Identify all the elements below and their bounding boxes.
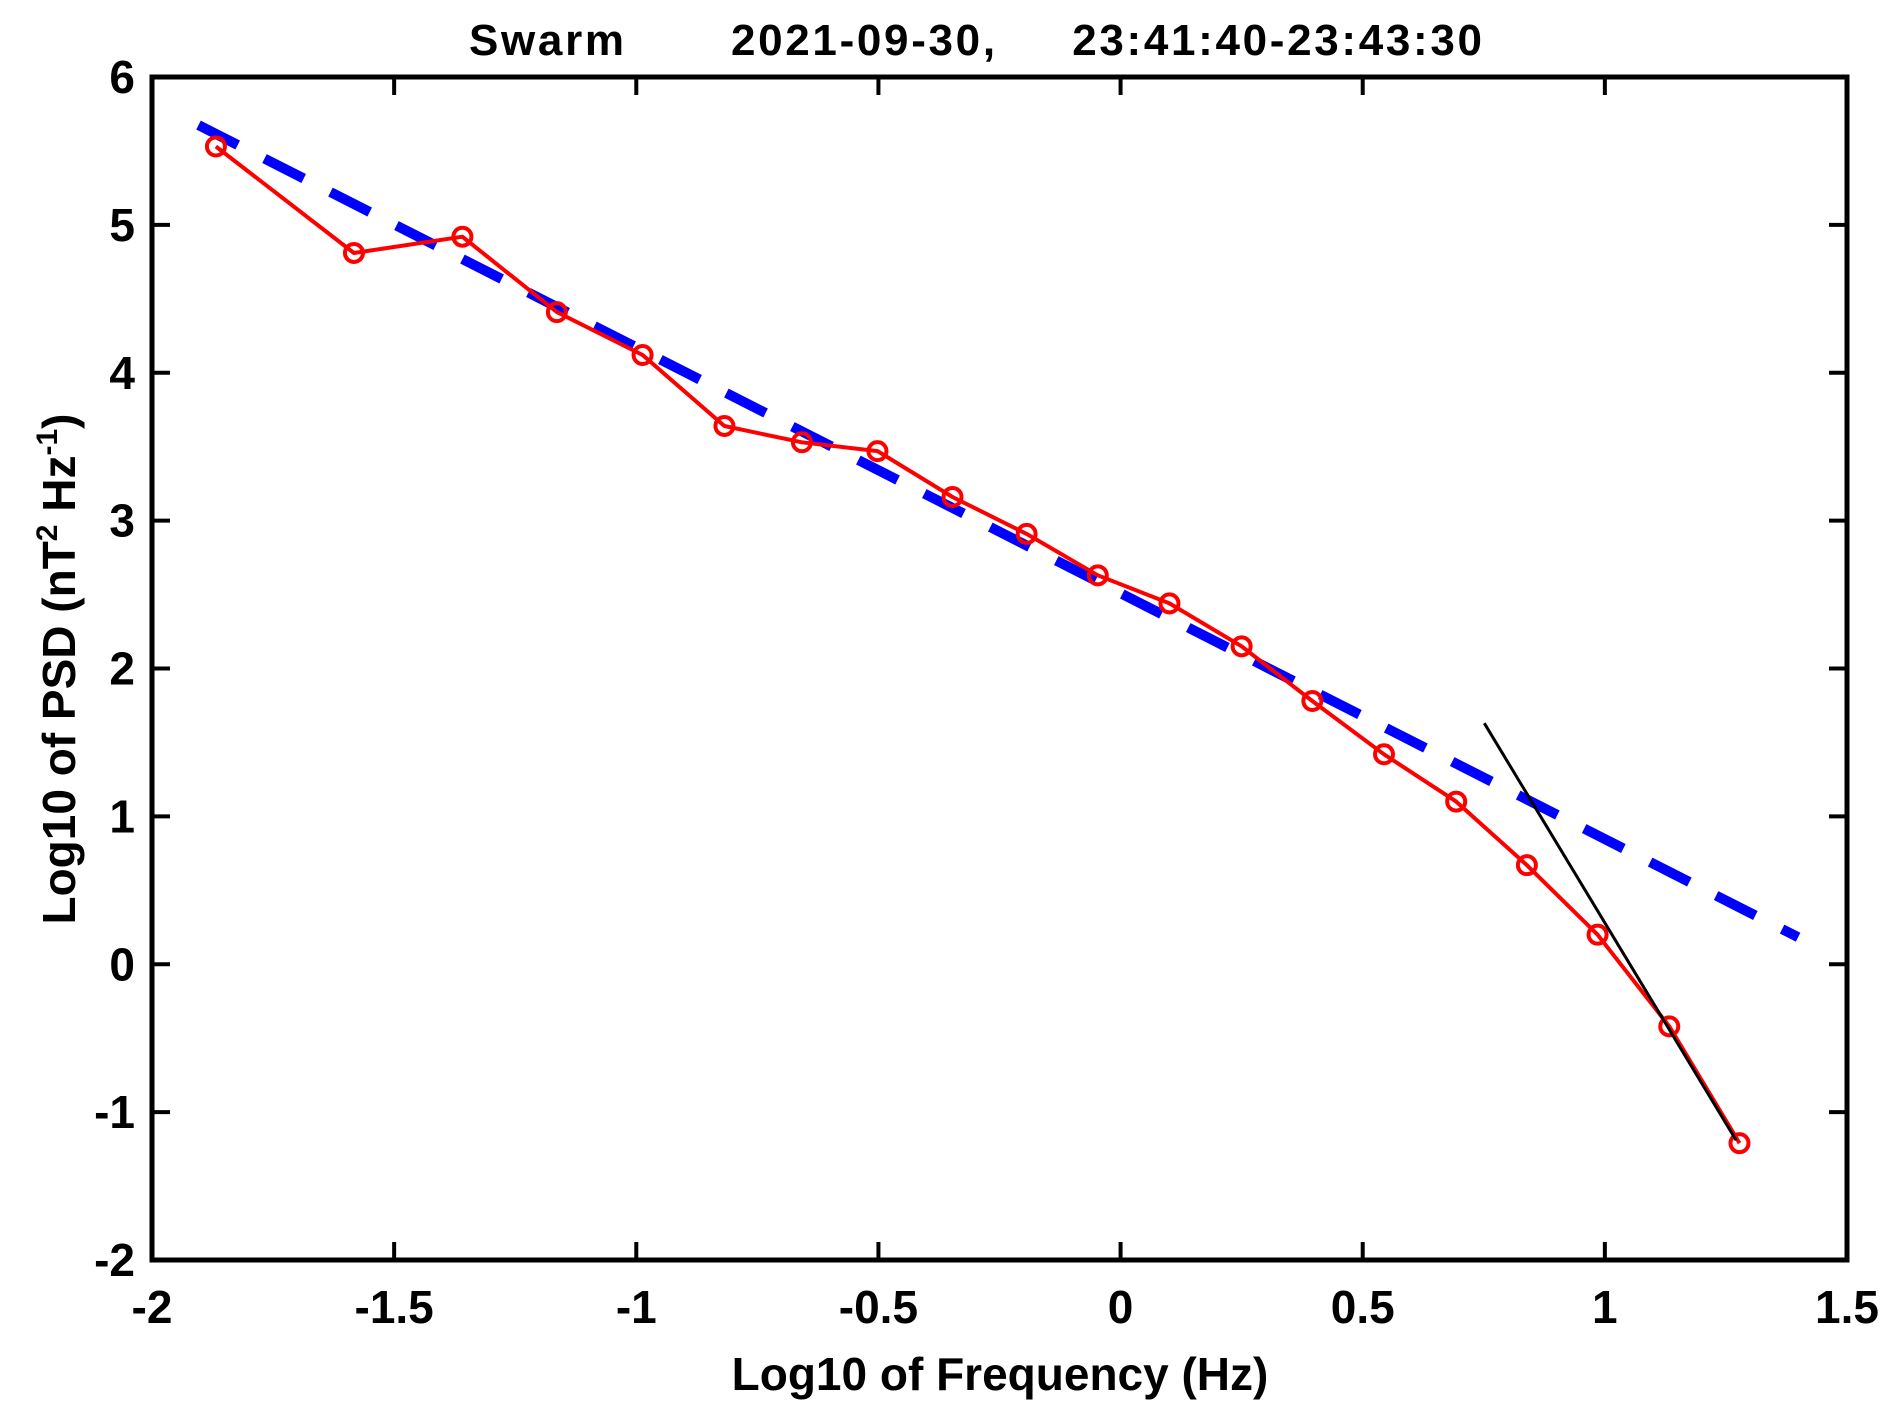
psd-data-point (941, 485, 964, 508)
psd-data-point (1445, 790, 1468, 813)
x-tick-labels: -2 -1.5 -1 -0.5 0 0.5 1 1.5 (132, 1281, 1879, 1333)
psd-data-point (1515, 854, 1538, 877)
psd-data-point (790, 431, 813, 454)
psd-data-point (1230, 635, 1253, 658)
psd-data-point (713, 414, 736, 437)
x-tick-label: -1 (616, 1281, 657, 1333)
y-tick-label: -2 (94, 1234, 135, 1286)
psd-data-point (342, 241, 365, 264)
x-tick-label: -0.5 (839, 1281, 918, 1333)
psd-data-point (1586, 923, 1609, 946)
chart-title: Swarm 2021-09-30, 23:41:40-23:43:30 (469, 16, 1482, 65)
y-tick-label: 5 (109, 199, 135, 251)
x-tick-label: -1.5 (355, 1281, 434, 1333)
psd-data-point (1373, 743, 1396, 766)
psd-line-red (214, 144, 1742, 1145)
psd-data-point (451, 225, 474, 248)
y-axis-label-suffix: ) (33, 413, 85, 428)
psd-data-point (1728, 1132, 1751, 1155)
psd-data-point (1158, 592, 1181, 615)
x-tick-label: 0 (1108, 1281, 1134, 1333)
y-axis-label-prefix: Log10 of PSD (nT (33, 541, 85, 924)
y-tick-label: -1 (94, 1086, 135, 1138)
y-tick-label: 2 (109, 643, 135, 695)
x-tick-label: -2 (132, 1281, 173, 1333)
psd-data-point (866, 440, 889, 463)
series-layer (196, 120, 1801, 1155)
axes-box (149, 74, 1850, 1263)
psd-data-point (631, 344, 654, 367)
psd-data-point (1015, 522, 1038, 545)
x-tick-label: 1.5 (1815, 1281, 1879, 1333)
y-axis-label-middle: Hz (33, 456, 85, 525)
plot-area (149, 74, 1850, 1263)
y-tick-label: 4 (109, 347, 135, 399)
x-axis-label: Log10 of Frequency (Hz) (732, 1348, 1269, 1400)
y-tick-label: 6 (109, 51, 135, 103)
y-tick-labels: -2 -1 0 1 2 3 4 5 6 (94, 51, 135, 1286)
psd-data-point (545, 301, 568, 324)
psd-data-point (1301, 690, 1324, 713)
y-tick-label: 0 (109, 938, 135, 990)
y-tick-label: 1 (109, 790, 135, 842)
y-axis-label-sup-minus1: -1 (31, 429, 64, 456)
y-axis-label: Log10 of PSD (nT2 Hz-1) (31, 413, 85, 924)
x-tick-label: 0.5 (1331, 1281, 1395, 1333)
y-axis-label-sup-2: 2 (31, 525, 64, 542)
x-tick-label: 1 (1592, 1281, 1618, 1333)
psd-data-point (204, 135, 227, 158)
y-tick-label: 3 (109, 495, 135, 547)
psd-data-point (1658, 1015, 1681, 1038)
fit-line-black (1483, 722, 1738, 1141)
psd-data-point (1086, 564, 1109, 587)
